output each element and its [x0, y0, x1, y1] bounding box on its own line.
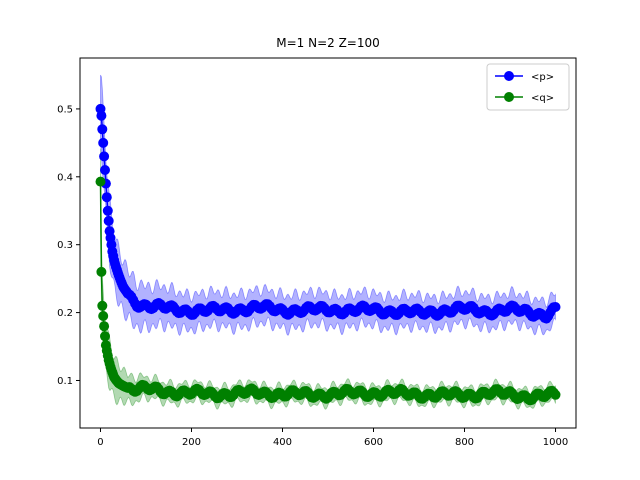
series-point-1 [96, 266, 107, 277]
series-point-0 [102, 205, 113, 216]
legend-label: <q> [531, 93, 554, 104]
series-point-0 [99, 151, 110, 162]
x-tick-label: 200 [182, 437, 201, 448]
y-tick-label: 0.1 [57, 376, 73, 387]
x-tick-label: 400 [273, 437, 292, 448]
series-point-0 [101, 192, 112, 203]
legend-label: <p> [531, 72, 554, 83]
y-axis: 0.1 0.2 0.3 0.4 0.5 [57, 104, 80, 387]
x-tick-label: 600 [364, 437, 383, 448]
series-point-0 [550, 302, 561, 312]
series-point-0 [97, 124, 108, 135]
y-tick-label: 0.4 [57, 172, 73, 183]
series-point-1 [95, 176, 106, 187]
series-point-0 [100, 165, 110, 175]
x-tick-label: 0 [97, 437, 103, 448]
legend-box [486, 63, 570, 111]
series-point-0 [96, 110, 107, 121]
marker-layer [95, 103, 561, 406]
series-point-1 [98, 311, 109, 321]
x-tick-label: 800 [455, 437, 474, 448]
legend-marker [504, 71, 514, 81]
x-tick-label: 1000 [543, 437, 568, 448]
chart-title: M=1 N=2 Z=100 [276, 36, 380, 50]
series-point-0 [98, 137, 109, 148]
plot-frame [79, 57, 577, 429]
series-point-0 [103, 215, 114, 226]
y-tick-label: 0.3 [57, 240, 73, 251]
legend: <p> <q> [486, 63, 570, 111]
x-axis: 0 200 400 600 800 1000 [97, 428, 568, 448]
series-point-1 [100, 331, 110, 342]
y-tick-label: 0.5 [57, 104, 73, 115]
legend-marker [504, 92, 514, 102]
y-tick-label: 0.2 [57, 308, 73, 319]
series-point-1 [99, 321, 110, 332]
series-point-1 [97, 300, 108, 311]
series-point-1 [550, 389, 561, 400]
